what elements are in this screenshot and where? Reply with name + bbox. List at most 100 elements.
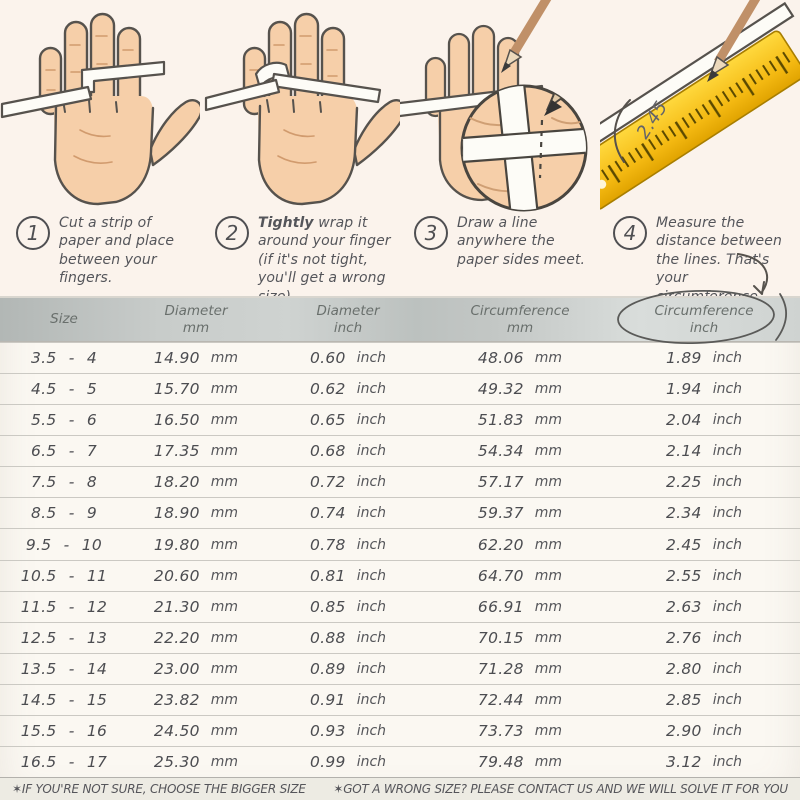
table-row: 3.5 - 4 14.90 mm 0.60 inch 48.06 mm 1.89 inc… (0, 342, 800, 373)
step-1-number: 1 (16, 216, 50, 250)
size-table-body: 3.5 - 4 14.90 mm 0.60 inch 48.06 mm 1.89 inc… (0, 342, 800, 777)
cell-size: 11.5 - 12 (20, 597, 108, 616)
hand-step1-illustration (0, 0, 200, 212)
cell-circumference-mm: 54.34 mm (477, 442, 563, 461)
step-1: 1 Cut a strip of paper and place between… (2, 212, 201, 306)
cell-circumference-mm: 72.44 mm (477, 690, 563, 709)
table-row: 7.5 - 8 18.20 mm 0.72 inch 57.17 mm 2.25 inc… (0, 466, 800, 497)
header-size: Size (50, 311, 78, 328)
footer-notes: ✶IF YOU'RE NOT SURE, CHOOSE THE BIGGER S… (0, 777, 800, 800)
cell-diameter-mm: 22.20 mm (153, 628, 239, 647)
cell-size: 12.5 - 13 (20, 628, 108, 647)
cell-diameter-mm: 18.90 mm (153, 504, 239, 523)
cell-circumference-mm: 51.83 mm (477, 411, 563, 430)
table-row: 15.5 - 16 24.50 mm 0.93 inch 73.73 mm 2.90 i… (0, 714, 800, 746)
cell-circumference-inch: 2.04 inch (665, 411, 743, 430)
header-circumference-inch: Circumference inch (654, 303, 754, 336)
cell-circumference-mm: 49.32 mm (477, 380, 563, 399)
cell-size: 4.5 - 5 (30, 380, 98, 399)
cell-circumference-mm: 66.91 mm (477, 597, 563, 616)
hand-step3-illustration (400, 0, 600, 212)
cell-size: 13.5 - 14 (20, 659, 108, 678)
cell-circumference-mm: 70.15 mm (477, 628, 563, 647)
cell-diameter-mm: 14.90 mm (153, 349, 239, 368)
cell-circumference-mm: 73.73 mm (477, 721, 563, 740)
cell-diameter-mm: 18.20 mm (153, 473, 239, 492)
cell-circumference-inch: 2.55 inch (665, 566, 743, 585)
cell-circumference-inch: 2.25 inch (665, 473, 743, 492)
instructions-section: 2.45 1 Cut a strip of paper and place be… (0, 0, 800, 307)
cell-diameter-mm: 23.82 mm (153, 690, 239, 709)
illustration-row: 2.45 (0, 0, 800, 212)
cell-circumference-inch: 2.45 inch (665, 535, 743, 554)
table-row: 13.5 - 14 23.00 mm 0.89 inch 71.28 mm 2.80 i… (0, 652, 800, 684)
table-row: 8.5 - 9 18.90 mm 0.74 inch 59.37 mm 2.34 inc… (0, 497, 800, 528)
cell-diameter-mm: 16.50 mm (153, 411, 239, 430)
cell-diameter-inch: 0.74 inch (309, 504, 387, 523)
cell-size: 15.5 - 16 (20, 721, 108, 740)
cell-diameter-mm: 15.70 mm (153, 380, 239, 399)
cell-diameter-inch: 0.81 inch (309, 566, 387, 585)
table-row: 11.5 - 12 21.30 mm 0.85 inch 66.91 mm 2.63 i… (0, 590, 800, 622)
table-row: 12.5 - 13 22.20 mm 0.88 inch 70.15 mm 2.76 i… (0, 621, 800, 653)
cell-circumference-mm: 48.06 mm (477, 349, 563, 368)
cell-diameter-mm: 17.35 mm (153, 442, 239, 461)
cell-circumference-inch: 2.34 inch (665, 504, 743, 523)
table-row: 5.5 - 6 16.50 mm 0.65 inch 51.83 mm 2.04 inc… (0, 404, 800, 435)
cell-size: 3.5 - 4 (30, 349, 98, 368)
cell-diameter-inch: 0.88 inch (309, 628, 387, 647)
cell-diameter-mm: 21.30 mm (153, 597, 239, 616)
cell-size: 6.5 - 7 (30, 442, 98, 461)
cell-diameter-inch: 0.62 inch (309, 380, 387, 399)
cell-size: 16.5 - 17 (20, 753, 108, 772)
cell-circumference-mm: 57.17 mm (477, 473, 563, 492)
footer-note-right: ✶GOT A WRONG SIZE? PLEASE CONTACT US AND… (333, 782, 788, 796)
cell-circumference-inch: 2.76 inch (665, 628, 743, 647)
cell-size: 8.5 - 9 (30, 504, 98, 523)
cell-diameter-mm: 20.60 mm (153, 566, 239, 585)
cell-size: 9.5 - 10 (25, 535, 103, 554)
cell-diameter-inch: 0.72 inch (309, 473, 387, 492)
step-3-text: Draw a line anywhere the paper sides mee… (457, 215, 586, 268)
ruler-illustration: 2.45 (600, 0, 800, 212)
cell-diameter-inch: 0.68 inch (309, 442, 387, 461)
footer-note-left: ✶IF YOU'RE NOT SURE, CHOOSE THE BIGGER S… (12, 782, 306, 796)
cell-circumference-inch: 2.90 inch (665, 721, 743, 740)
cell-circumference-inch: 2.14 inch (665, 442, 743, 461)
cell-circumference-inch: 2.85 inch (665, 690, 743, 709)
cell-diameter-mm: 24.50 mm (153, 721, 239, 740)
table-row: 6.5 - 7 17.35 mm 0.68 inch 54.34 mm 2.14 inc… (0, 435, 800, 466)
step-4: 4 Measure the distance between the lines… (599, 212, 798, 307)
cell-circumference-mm: 59.37 mm (477, 504, 563, 523)
step-3-number: 3 (414, 216, 448, 250)
table-header: Size Diameter mm Diameter inch Circumferen… (0, 296, 800, 342)
step-2: 2 Tightly wrap it around your finger (if… (201, 212, 400, 306)
cell-diameter-inch: 0.78 inch (309, 535, 387, 554)
header-diameter-mm: Diameter mm (164, 303, 228, 336)
table-row: 10.5 - 11 20.60 mm 0.81 inch 64.70 mm 2.55 i… (0, 559, 800, 591)
cell-circumference-mm: 71.28 mm (477, 659, 563, 678)
cell-diameter-inch: 0.93 inch (309, 721, 387, 740)
cell-size: 10.5 - 11 (20, 566, 108, 585)
step-3: 3 Draw a line anywhere the paper sides m… (400, 212, 599, 306)
cell-diameter-inch: 0.99 inch (309, 753, 387, 772)
hand-step2-illustration (200, 0, 400, 212)
cell-circumference-inch: 3.12 inch (665, 753, 743, 772)
table-row: 9.5 - 10 19.80 mm 0.78 inch 62.20 mm 2.45 in… (0, 528, 800, 559)
cell-circumference-mm: 62.20 mm (477, 535, 563, 554)
cell-circumference-mm: 64.70 mm (477, 566, 563, 585)
cell-size: 7.5 - 8 (30, 473, 98, 492)
step-4-text: Measure the distance between the lines. … (656, 214, 794, 307)
cell-size: 5.5 - 6 (30, 411, 98, 430)
cell-diameter-inch: 0.89 inch (309, 659, 387, 678)
cell-circumference-mm: 79.48 mm (477, 753, 563, 772)
step-instructions: 1 Cut a strip of paper and place between… (0, 212, 800, 307)
step-2-number: 2 (215, 216, 249, 250)
cell-diameter-inch: 0.91 inch (309, 690, 387, 709)
table-row: 4.5 - 5 15.70 mm 0.62 inch 49.32 mm 1.94 inc… (0, 373, 800, 404)
cell-diameter-inch: 0.60 inch (309, 349, 387, 368)
header-diameter-inch: Diameter inch (316, 303, 380, 336)
step-1-text: Cut a strip of paper and place between y… (59, 215, 175, 287)
cell-circumference-inch: 2.80 inch (665, 659, 743, 678)
